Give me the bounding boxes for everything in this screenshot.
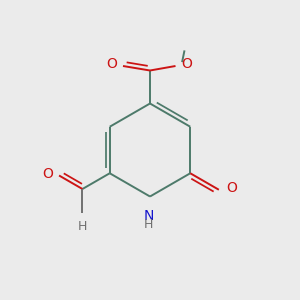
Text: O: O [42, 167, 53, 181]
Text: O: O [226, 181, 237, 195]
Text: O: O [181, 58, 192, 71]
Text: H: H [144, 218, 153, 231]
Text: N: N [143, 208, 154, 223]
Text: O: O [106, 57, 117, 70]
Text: H: H [78, 220, 87, 232]
